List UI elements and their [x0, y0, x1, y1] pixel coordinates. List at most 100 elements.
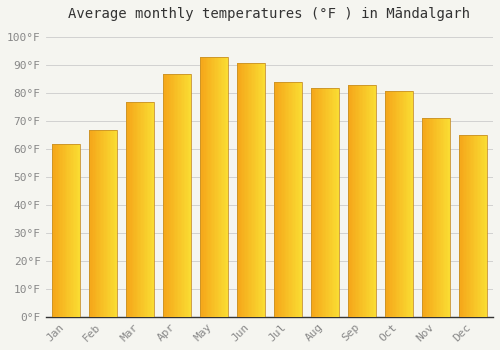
Bar: [402, 91, 403, 317]
Bar: [214, 57, 215, 317]
Bar: [181, 74, 182, 317]
Bar: [106, 130, 107, 317]
Bar: [332, 88, 333, 317]
Bar: [477, 135, 478, 317]
Bar: [320, 88, 322, 317]
Bar: [440, 118, 442, 317]
Bar: [207, 57, 208, 317]
Bar: [411, 91, 412, 317]
Bar: [170, 74, 172, 317]
Bar: [426, 118, 428, 317]
Bar: [164, 74, 166, 317]
Bar: [254, 63, 255, 317]
Bar: [241, 63, 242, 317]
Bar: [298, 82, 299, 317]
Bar: [315, 88, 316, 317]
Bar: [312, 88, 314, 317]
Bar: [330, 88, 332, 317]
Bar: [60, 144, 62, 317]
Bar: [142, 102, 144, 317]
Bar: [333, 88, 334, 317]
Bar: [246, 63, 248, 317]
Bar: [480, 135, 481, 317]
Bar: [467, 135, 468, 317]
Bar: [296, 82, 298, 317]
Bar: [325, 88, 326, 317]
Bar: [111, 130, 112, 317]
Bar: [100, 130, 102, 317]
Bar: [360, 85, 362, 317]
Bar: [238, 63, 240, 317]
Bar: [240, 63, 241, 317]
Bar: [77, 144, 78, 317]
Bar: [130, 102, 132, 317]
Bar: [107, 130, 108, 317]
Bar: [258, 63, 259, 317]
Bar: [185, 74, 186, 317]
Bar: [424, 118, 426, 317]
Bar: [366, 85, 368, 317]
Bar: [211, 57, 212, 317]
Bar: [172, 74, 174, 317]
Bar: [256, 63, 258, 317]
Bar: [300, 82, 302, 317]
Bar: [251, 63, 252, 317]
Bar: [166, 74, 167, 317]
Bar: [359, 85, 360, 317]
Bar: [248, 63, 250, 317]
Bar: [259, 63, 260, 317]
Bar: [396, 91, 398, 317]
Bar: [478, 135, 480, 317]
Bar: [144, 102, 146, 317]
Bar: [138, 102, 140, 317]
Bar: [150, 102, 151, 317]
Bar: [288, 82, 289, 317]
Bar: [210, 57, 211, 317]
Bar: [324, 88, 325, 317]
Bar: [255, 63, 256, 317]
Bar: [286, 82, 288, 317]
Bar: [319, 88, 320, 317]
Bar: [129, 102, 130, 317]
Bar: [140, 102, 141, 317]
Bar: [225, 57, 226, 317]
Bar: [59, 144, 60, 317]
Bar: [188, 74, 190, 317]
Bar: [204, 57, 206, 317]
Bar: [216, 57, 218, 317]
Bar: [94, 130, 96, 317]
Bar: [146, 102, 147, 317]
Bar: [385, 91, 386, 317]
Bar: [485, 135, 486, 317]
Bar: [176, 74, 177, 317]
Bar: [237, 63, 264, 317]
Bar: [373, 85, 374, 317]
Bar: [148, 102, 150, 317]
Bar: [436, 118, 437, 317]
Bar: [472, 135, 474, 317]
Bar: [394, 91, 396, 317]
Bar: [52, 144, 80, 317]
Bar: [430, 118, 432, 317]
Bar: [393, 91, 394, 317]
Bar: [358, 85, 359, 317]
Bar: [432, 118, 433, 317]
Bar: [222, 57, 224, 317]
Bar: [184, 74, 185, 317]
Bar: [52, 144, 54, 317]
Bar: [281, 82, 282, 317]
Bar: [126, 102, 154, 317]
Bar: [289, 82, 290, 317]
Bar: [133, 102, 134, 317]
Bar: [374, 85, 376, 317]
Bar: [314, 88, 315, 317]
Bar: [311, 88, 338, 317]
Bar: [284, 82, 285, 317]
Bar: [274, 82, 301, 317]
Bar: [422, 118, 423, 317]
Bar: [334, 88, 336, 317]
Bar: [260, 63, 262, 317]
Bar: [433, 118, 434, 317]
Bar: [114, 130, 116, 317]
Bar: [363, 85, 364, 317]
